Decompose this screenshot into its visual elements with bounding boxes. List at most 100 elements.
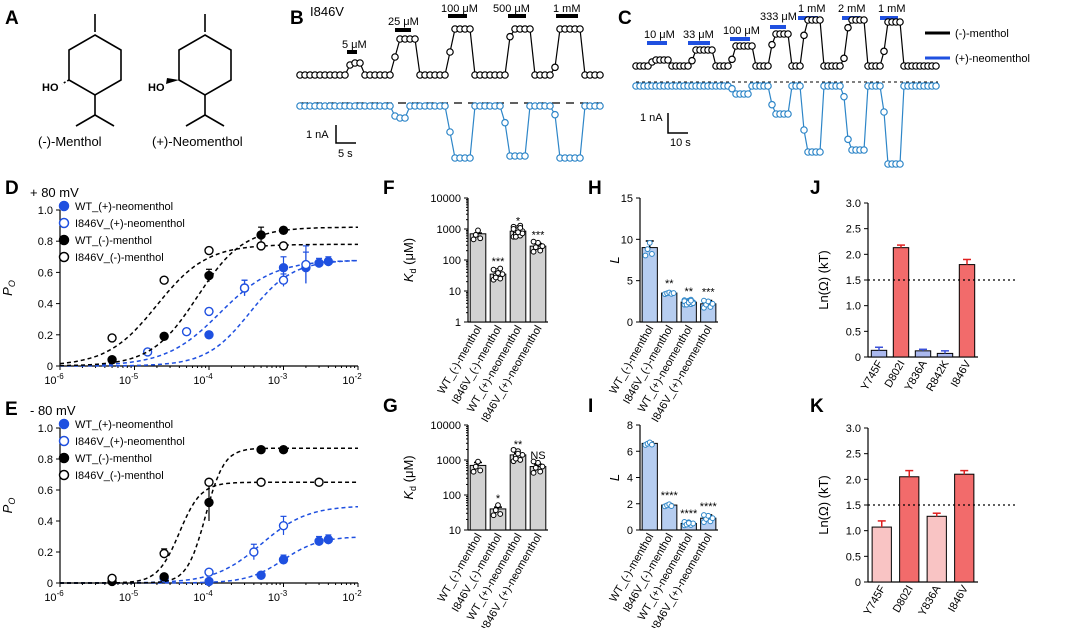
replicate-dot [539,243,546,250]
conc-label-b-3: 500 μM [493,3,530,15]
bar [509,454,527,531]
y-tick-label: 1.0 [38,205,53,217]
x-tick-label: R842K [924,358,952,394]
bar [469,233,487,323]
conc-label-c-0: 10 μM [644,29,675,41]
replicate-dot [492,274,499,281]
significance-label: *** [532,230,546,242]
trace-b-menthol-point [506,32,514,41]
fit-curve [60,481,358,584]
panel-label-f: F [383,178,395,199]
y-tick-label: 6 [627,446,633,458]
legend-menthol: (-)-menthol [955,28,1009,40]
bar [899,476,920,583]
traces-panel-b [296,14,604,162]
scale-x-b: 5 s [338,148,353,160]
trace-b-neomenthol-point [441,102,449,110]
trace-b-menthol-point [446,48,454,56]
replicate-dot [475,227,481,234]
replicate-dot [477,235,484,242]
ho-label-left: HO [42,82,59,94]
data-point [204,497,214,508]
trace-b-menthol-point [576,25,584,33]
data-point [256,445,266,455]
replicate-dot [701,512,707,518]
y-tick-label: 1.0 [846,301,861,313]
legend-neomenthol: (+)-neomenthol [955,53,1030,65]
bar [469,464,487,531]
bar [529,245,547,323]
y-tick-label: 0.6 [38,485,53,497]
trace-c-menthol-point [664,56,672,64]
trace-b-neomenthol-point [466,154,474,162]
scale-x-c: 10 s [670,137,691,149]
data-point [278,445,289,455]
legend-label: I846V_(+)-neomenthol [75,218,185,230]
x-tick-label: I846V [949,358,974,389]
replicate-dot [537,247,544,254]
x-tick-label: Y836A [916,583,943,618]
significance-label: **** [680,508,698,520]
significance-label: ** [684,286,693,298]
y-tick-label: 0.4 [38,299,53,311]
data-point [256,230,266,240]
significance-label: * [516,215,521,227]
y-tick-label: 0 [627,317,633,329]
trace-c-neomenthol-point [880,108,888,116]
y-tick-label: 0 [47,361,53,373]
y-tick-label: 3.0 [846,198,861,210]
trace-b-menthol-point [466,25,474,33]
trace-c-neomenthol-point [816,148,824,156]
chart-title: + 80 mV [30,185,79,200]
y-tick-label: 1000 [437,455,461,467]
data-point [181,326,192,337]
wedge-bond [166,78,179,84]
trace-c-neomenthol-point [840,92,848,101]
trace-c-neomenthol-point [764,82,772,90]
trace-b-neomenthol-point [546,102,554,110]
x-tick-label: Y745F [862,583,889,617]
y-tick-label: 10 [449,286,461,298]
conc-label-c-2: 100 μM [723,25,760,37]
x-tick-label: 10-6 [44,372,64,387]
trace-c-menthol-point [748,42,756,50]
trace-c-menthol-point [876,62,884,70]
trace-b-neomenthol-point [496,102,504,110]
bar [529,466,547,531]
replicate-dot [490,266,497,273]
replicate-dot [497,511,504,517]
y-tick-label: 8 [627,420,633,432]
panel-label-h: H [588,178,602,199]
significance-label: *** [702,287,716,299]
replicate-dot [685,520,692,526]
trace-b-menthol-point [501,71,509,79]
replicate-dot [709,515,716,522]
y-tick-label: 0.8 [38,454,53,466]
replicate-dot [472,232,479,238]
chart-i: 02468WT_(-)-menthol****I846V_(-)-menthol… [607,420,718,628]
y-tick-label: 100 [443,255,461,267]
trace-c-menthol-point [708,46,716,54]
bar [509,230,527,323]
trace-c-neomenthol-point [932,82,940,90]
trace-c-menthol-point [844,23,852,32]
replicate-dot [530,248,537,255]
y-tick-label: 15 [621,193,633,205]
bar [641,442,658,531]
data-point [159,572,169,582]
conc-label-b-2: 100 μM [441,3,478,15]
y-tick-label: 0.6 [38,267,53,279]
y-axis-label: L [607,256,622,263]
y-tick-label: 1000 [437,224,461,236]
y-tick-label: 0.4 [38,516,53,528]
significance-label: * [496,493,501,505]
bar [954,473,975,583]
trace-b-menthol-point [551,63,559,72]
y-tick-label: 0.5 [846,326,861,338]
replicate-dot [515,450,521,457]
replicate-dot [495,270,501,276]
fit-curve [60,259,359,367]
replicate-dot [668,503,675,509]
trace-c-neomenthol-point [800,126,808,134]
